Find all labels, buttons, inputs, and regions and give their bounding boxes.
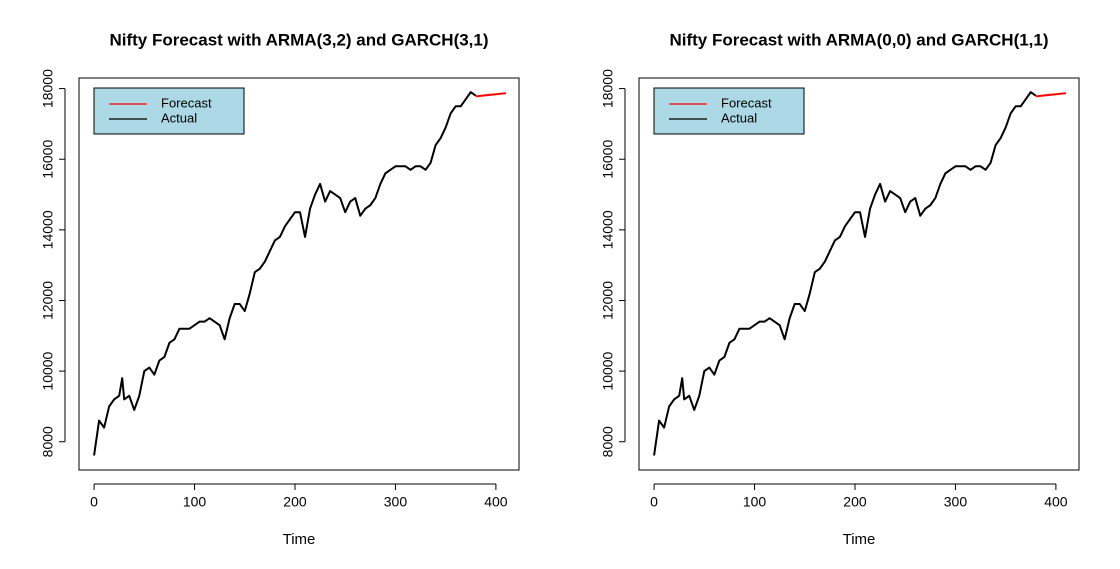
plot-frame [638,77,1080,471]
x-axis-title: Time [283,531,316,548]
y-tick-label: 16000 [40,140,56,179]
legend-box [653,87,805,135]
chart-panel: Nifty Forecast with ARMA(3,2) and GARCH(… [40,30,520,548]
y-tick-label: 14000 [40,210,56,249]
x-tick-label: 300 [944,494,968,510]
data-line [653,91,1037,456]
x-tick-label: 400 [484,494,508,510]
y-tick-label: 18000 [600,69,616,108]
legend-box [93,87,245,135]
legend-label: Forecast [721,95,772,110]
legend-label: Actual [161,110,197,125]
y-tick-label: 18000 [40,69,56,108]
y-tick-label: 14000 [600,210,616,249]
x-tick-label: 200 [283,494,307,510]
y-tick-label: 12000 [40,281,56,320]
data-line [1035,92,1067,98]
x-tick-label: 100 [743,494,767,510]
y-tick-label: 10000 [40,351,56,390]
data-line [475,92,507,98]
chart-title: Nifty Forecast with ARMA(3,2) and GARCH(… [109,30,488,49]
plot-frame [78,77,520,471]
y-tick-label: 8000 [600,426,616,457]
chart-title: Nifty Forecast with ARMA(0,0) and GARCH(… [669,30,1048,49]
x-tick-label: 0 [650,494,658,510]
x-tick-label: 400 [1044,494,1068,510]
x-tick-label: 200 [843,494,867,510]
x-tick-label: 100 [183,494,207,510]
y-tick-label: 8000 [40,426,56,457]
y-tick-label: 10000 [600,351,616,390]
legend-label: Actual [721,110,757,125]
data-line [93,91,477,456]
y-tick-label: 12000 [600,281,616,320]
chart-panel: Nifty Forecast with ARMA(0,0) and GARCH(… [600,30,1080,548]
x-axis-title: Time [843,531,876,548]
legend-label: Forecast [161,95,212,110]
y-tick-label: 16000 [600,140,616,179]
x-tick-label: 300 [384,494,408,510]
x-tick-label: 0 [90,494,98,510]
